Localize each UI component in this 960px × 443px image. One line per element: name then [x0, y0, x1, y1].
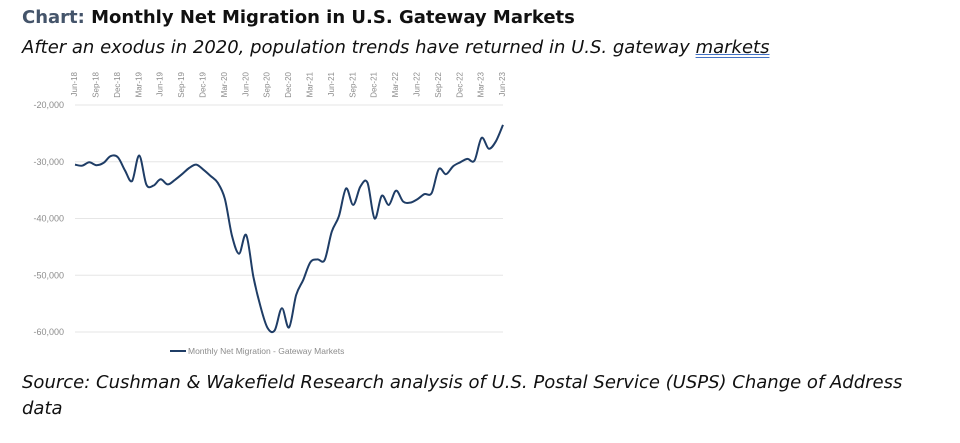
- line-chart: -20,000 -30,000 -40,000 -50,000 -60,000 Jun-…: [33, 71, 507, 356]
- x-tick-label: Jun-20: [241, 71, 250, 96]
- subtitle-underlined-word: markets: [695, 37, 770, 58]
- plot-area: [74, 124, 504, 334]
- x-tick-label: Dec-22: [455, 71, 464, 97]
- y-axis-tick-labels: -20,000 -30,000 -40,000 -50,000 -60,000: [33, 100, 64, 337]
- x-tick-label: Dec-20: [284, 71, 293, 97]
- x-tick-label: Sep-18: [92, 71, 101, 97]
- x-tick-label: Jun-22: [413, 71, 422, 96]
- chart-heading: Chart: Monthly Net Migration in U.S. Gat…: [22, 7, 575, 28]
- legend-label: Monthly Net Migration - Gateway Markets: [188, 346, 344, 356]
- gridlines: [75, 104, 503, 333]
- x-tick-label: Jun-23: [498, 71, 507, 96]
- x-tick-label: Dec-21: [370, 71, 379, 97]
- x-tick-label: Sep-20: [263, 71, 272, 97]
- x-tick-label: Jun-19: [156, 71, 165, 96]
- subtitle-text: After an exodus in 2020, population tren…: [22, 37, 696, 58]
- legend: Monthly Net Migration - Gateway Markets: [170, 346, 344, 356]
- x-tick-label: Mar-22: [391, 71, 400, 97]
- x-tick-label: Mar-23: [477, 71, 486, 97]
- x-tick-label: Dec-19: [199, 71, 208, 97]
- chart-heading-prefix: Chart:: [22, 7, 85, 28]
- y-tick-label: -60,000: [33, 327, 64, 337]
- y-tick-label: -40,000: [33, 214, 64, 224]
- x-tick-label: Jun-21: [327, 71, 336, 96]
- source-line-2: data: [22, 398, 63, 419]
- source-note: Source: Cushman & Wakefield Research ana…: [22, 370, 960, 422]
- x-tick-label: Mar-19: [134, 71, 143, 97]
- x-tick-label: Mar-20: [220, 71, 229, 97]
- x-axis-tick-labels: Jun-18 Sep-18 Dec-18 Mar-19 Jun-19 Sep-19 Dec-…: [70, 71, 507, 97]
- x-tick-label: Dec-18: [113, 71, 122, 97]
- x-tick-label: Sep-21: [348, 71, 357, 97]
- chart-subtitle: After an exodus in 2020, population tren…: [22, 37, 769, 58]
- source-line-1: Source: Cushman & Wakefield Research ana…: [22, 372, 903, 393]
- series-line-gateway-markets: [74, 124, 504, 334]
- x-tick-label: Jun-18: [70, 71, 79, 96]
- y-tick-label: -50,000: [33, 270, 64, 280]
- x-tick-label: Mar-21: [306, 71, 315, 97]
- y-tick-label: -30,000: [33, 157, 64, 167]
- x-tick-label: Sep-22: [434, 71, 443, 97]
- y-tick-label: -20,000: [33, 100, 64, 110]
- chart-title: Monthly Net Migration in U.S. Gateway Ma…: [91, 7, 575, 28]
- x-tick-label: Sep-19: [177, 71, 186, 97]
